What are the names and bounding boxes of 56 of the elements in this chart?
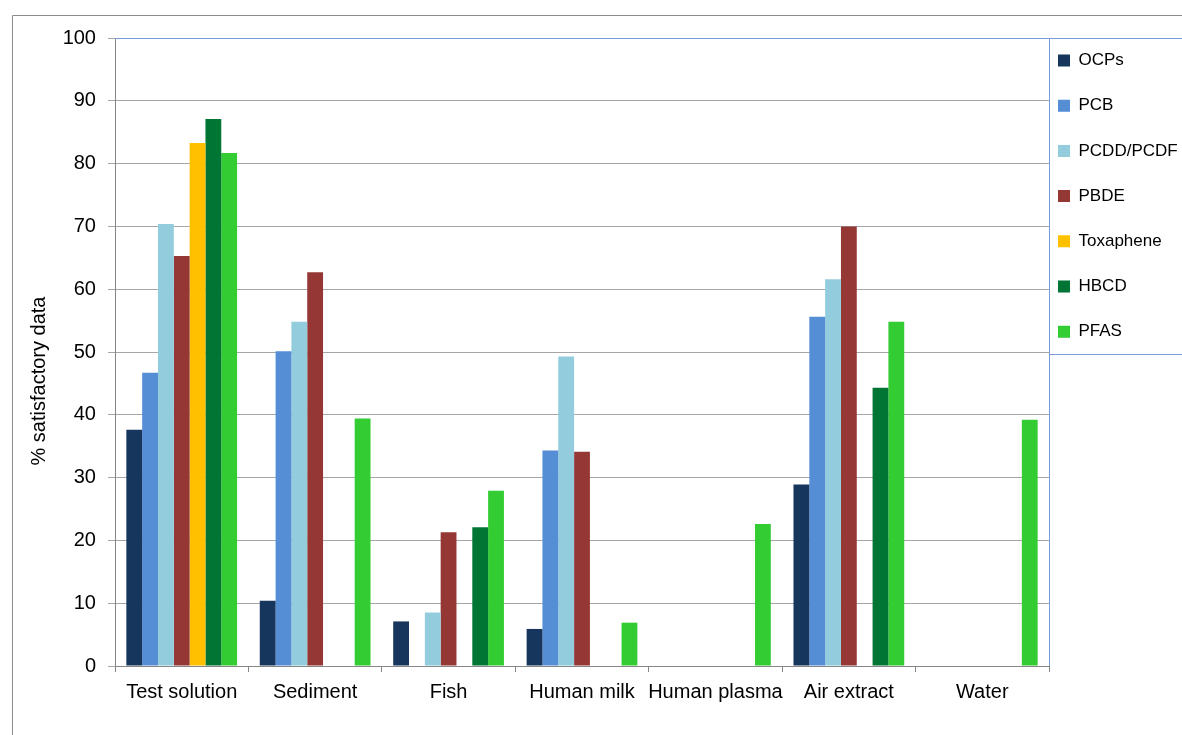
x-tick-label: Air extract [803,679,895,702]
x-tick-label: Test solution [126,679,238,702]
bar [291,321,308,666]
bar [840,226,857,666]
bar [809,316,826,666]
bar [472,527,489,666]
bar [621,622,638,666]
bar [558,356,575,666]
bar [393,621,410,666]
bar [574,451,590,666]
legend-label: PCDD/PCDF [1078,140,1178,160]
bar [173,255,190,666]
bar [1021,419,1038,666]
legend-label: PBDE [1078,185,1125,205]
bar [793,484,810,666]
bar [542,450,559,666]
bar [488,490,504,666]
legend-label: PCB [1078,95,1114,115]
bar [354,418,371,666]
y-tick-label: 0 [84,653,96,676]
bar [259,600,276,666]
bar [221,152,238,666]
y-axis-title: % satisfactory data [26,295,49,466]
y-tick-label: 30 [73,465,96,488]
bar [189,142,206,666]
bar [754,524,771,666]
bar [440,532,457,666]
bar [888,321,905,666]
bar [142,372,158,666]
bar [126,429,143,666]
bar [157,223,174,666]
x-tick-label: Sediment [272,679,358,702]
y-tick-label: 20 [73,527,96,550]
bar [825,279,841,666]
y-tick-label: 90 [73,88,96,111]
y-tick-label: 40 [73,402,96,425]
x-tick-label: Human plasma [648,679,784,702]
y-tick-label: 10 [73,590,96,613]
y-tick-label: 100 [62,25,96,48]
y-tick-label: 60 [73,276,96,299]
x-tick-label: Water [955,679,1009,702]
x-tick-label: Human milk [529,679,636,702]
bar [205,119,222,666]
bar [424,612,441,666]
bar [872,387,889,666]
bar [526,628,543,666]
y-tick-label: 50 [73,339,96,362]
legend-label: OCPs [1078,50,1124,70]
y-tick-label: 80 [73,151,96,174]
legend-label: PFAS [1078,321,1122,341]
legend-label: HBCD [1078,276,1127,296]
x-tick-label: Fish [429,679,468,702]
bar [307,272,324,666]
y-tick-label: 70 [73,213,96,236]
legend-label: Toxaphene [1078,230,1162,250]
bar [275,351,292,666]
